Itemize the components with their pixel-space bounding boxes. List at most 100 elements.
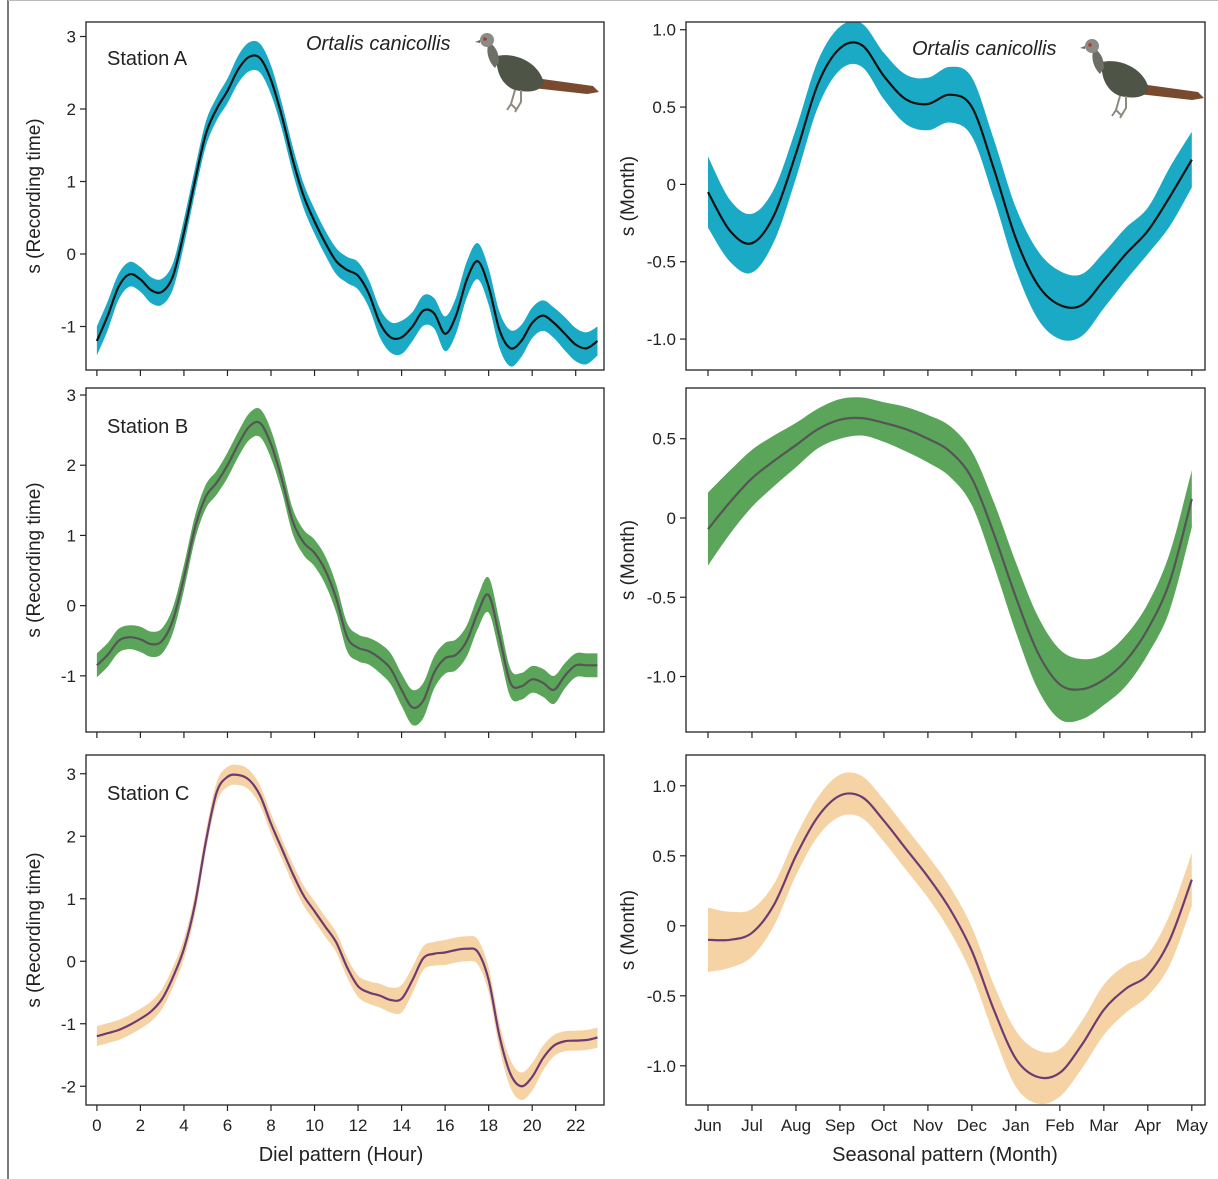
y-tick-label: -1 bbox=[61, 318, 76, 337]
y-tick-label: 1 bbox=[67, 173, 76, 192]
x-tick-label: 10 bbox=[305, 1116, 324, 1135]
x-tick-label: Oct bbox=[871, 1116, 898, 1135]
x-tick-label: 4 bbox=[179, 1116, 188, 1135]
y-tick-label: -0.5 bbox=[647, 253, 676, 272]
y-axis-title: s (Recording time) bbox=[24, 852, 45, 1007]
y-tick-label: -1.0 bbox=[647, 330, 676, 349]
bird-head bbox=[480, 33, 494, 47]
x-axis-title-diel: Diel pattern (Hour) bbox=[259, 1144, 424, 1166]
bird-illustration-diel bbox=[475, 33, 599, 113]
panel-station-b-diel: -1 0 1 2 3 s (Recording time) bbox=[24, 386, 605, 738]
x-tick-label: Jun bbox=[694, 1116, 721, 1135]
bird-wing bbox=[1101, 61, 1149, 98]
y-tick-label: 0 bbox=[67, 245, 76, 264]
fitted-line bbox=[707, 792, 1193, 1080]
y-tick-label: -0.5 bbox=[647, 987, 676, 1006]
panel-station-b-seasonal: -1.0 -0.5 0 0.5 s (Month) bbox=[618, 387, 1206, 738]
bird-legs bbox=[1111, 95, 1127, 119]
y-tick-label: -1 bbox=[61, 667, 76, 686]
bird-legs bbox=[506, 89, 522, 113]
bird-illustration-seasonal bbox=[1080, 39, 1204, 119]
y-axis-title: s (Recording time) bbox=[24, 118, 45, 273]
confidence-band bbox=[707, 397, 1192, 723]
y-tick-label: 2 bbox=[67, 100, 76, 119]
x-tick-label: Feb bbox=[1045, 1116, 1074, 1135]
bird-beak bbox=[475, 40, 480, 43]
x-tick-label: Apr bbox=[1135, 1116, 1162, 1135]
x-tick-label: May bbox=[1176, 1116, 1209, 1135]
bird-beak bbox=[1080, 46, 1085, 49]
fitted-line bbox=[96, 773, 598, 1088]
species-label-diel: Ortalis canicollis bbox=[306, 33, 450, 55]
bird-neck bbox=[1092, 48, 1104, 74]
x-tick-label: 18 bbox=[479, 1116, 498, 1135]
y-axis-title: s (Month) bbox=[618, 156, 639, 236]
bird-head bbox=[1085, 39, 1099, 53]
y-axis-title: s (Recording time) bbox=[24, 482, 45, 637]
fitted-line bbox=[96, 420, 598, 709]
y-tick-label: 0 bbox=[667, 175, 676, 194]
x-tick-label: 6 bbox=[223, 1116, 232, 1135]
y-tick-label: 0 bbox=[667, 509, 676, 528]
panel-station-a-diel: -1 0 1 2 3 s (Recording time) bbox=[24, 21, 605, 376]
x-tick-label: Dec bbox=[957, 1116, 988, 1135]
y-tick-label: -1.0 bbox=[647, 1057, 676, 1076]
y-tick-label: 2 bbox=[67, 456, 76, 475]
plot-frame bbox=[85, 387, 605, 733]
y-tick-label: 0 bbox=[67, 597, 76, 616]
station-b-label: Station B bbox=[107, 416, 188, 438]
y-tick-label: 0 bbox=[667, 917, 676, 936]
plot-frame bbox=[685, 754, 1206, 1106]
fitted-line bbox=[707, 416, 1193, 691]
y-axis-title: s (Month) bbox=[618, 520, 639, 600]
fitted-line bbox=[707, 41, 1193, 309]
bird-eye bbox=[483, 37, 487, 41]
x-tick-label: 22 bbox=[566, 1116, 585, 1135]
bird-tail bbox=[1138, 84, 1204, 100]
plot-frame bbox=[685, 21, 1206, 371]
y-tick-label: 0 bbox=[67, 952, 76, 971]
y-tick-label: 3 bbox=[67, 28, 76, 47]
y-tick-label: 1.0 bbox=[652, 777, 676, 796]
y-tick-label: 1 bbox=[67, 526, 76, 545]
species-label-seasonal: Ortalis canicollis bbox=[912, 38, 1056, 60]
y-tick-label: -2 bbox=[61, 1077, 76, 1096]
panel-station-a-seasonal: -1.0 -0.5 0 0.5 1.0 s (Month) bbox=[618, 21, 1206, 376]
x-tick-label: Nov bbox=[913, 1116, 944, 1135]
y-tick-label: 0.5 bbox=[652, 98, 676, 117]
x-tick-label: 16 bbox=[436, 1116, 455, 1135]
y-tick-label: 0.5 bbox=[652, 847, 676, 866]
bird-wing bbox=[496, 55, 544, 92]
y-tick-label: -1.0 bbox=[647, 668, 676, 687]
station-c-label: Station C bbox=[107, 783, 189, 805]
y-tick-label: -1 bbox=[61, 1015, 76, 1034]
x-tick-label: 14 bbox=[392, 1116, 411, 1135]
x-tick-label: Jul bbox=[741, 1116, 763, 1135]
x-tick-label: Jan bbox=[1002, 1116, 1029, 1135]
y-tick-label: 0.5 bbox=[652, 430, 676, 449]
y-tick-label: -0.5 bbox=[647, 588, 676, 607]
x-tick-label: 2 bbox=[136, 1116, 145, 1135]
plot-frame bbox=[85, 754, 605, 1106]
plot-frame bbox=[85, 21, 605, 371]
panel-station-c-seasonal: -1.0 -0.5 0 0.5 1.0 Jun Jul Aug Sep Oct Nov Dec Jan F… bbox=[618, 754, 1209, 1135]
x-tick-label: Mar bbox=[1089, 1116, 1119, 1135]
fitted-line bbox=[95, 54, 599, 350]
plot-frame bbox=[685, 387, 1206, 733]
x-axis-title-seasonal: Seasonal pattern (Month) bbox=[832, 1144, 1058, 1166]
x-tick-label: 12 bbox=[349, 1116, 368, 1135]
x-tick-label: 8 bbox=[266, 1116, 275, 1135]
confidence-band bbox=[707, 22, 1192, 341]
y-tick-label: 1.0 bbox=[652, 21, 676, 40]
bird-neck bbox=[487, 42, 499, 68]
y-tick-label: 1 bbox=[67, 890, 76, 909]
x-tick-label: Sep bbox=[825, 1116, 855, 1135]
x-tick-label: 0 bbox=[92, 1116, 101, 1135]
station-a-label: Station A bbox=[107, 48, 188, 70]
bird-tail bbox=[533, 78, 599, 94]
y-axis-title: s (Month) bbox=[618, 890, 639, 970]
y-tick-label: 3 bbox=[67, 386, 76, 405]
y-tick-label: 3 bbox=[67, 765, 76, 784]
